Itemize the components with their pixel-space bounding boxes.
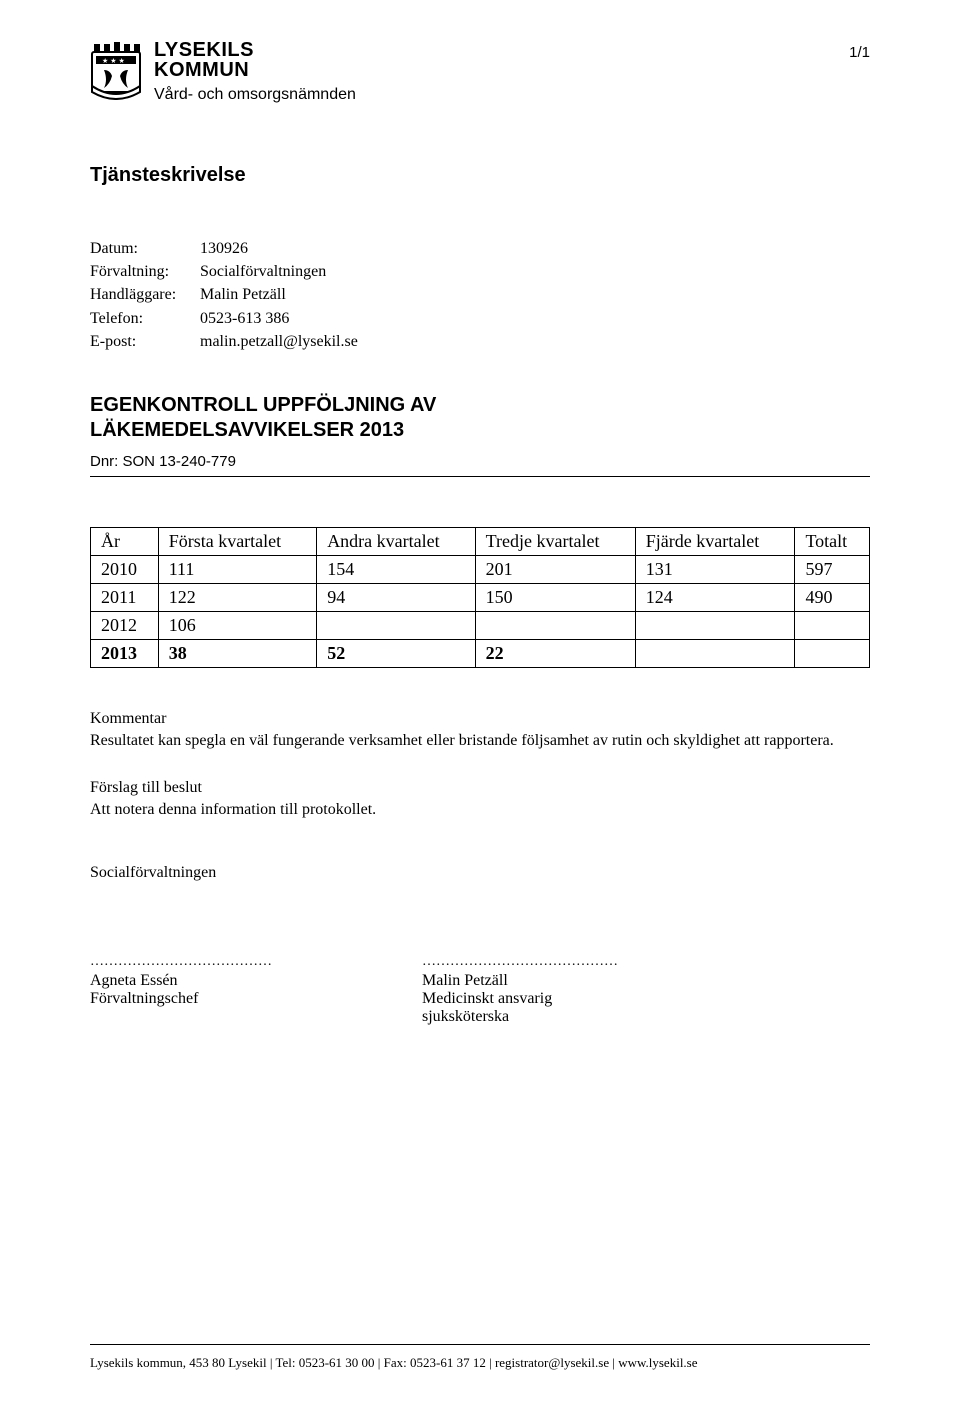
dots-right: …………………………………… [422,954,618,970]
sig-left-title: Förvaltningschef [90,990,272,1008]
signature-block: ………………………………… Agneta Essén Förvaltningsc… [90,954,870,1026]
col-3: Tredje kvartalet [475,527,635,555]
admin-label: Förvaltning: [90,260,200,283]
dots-left: ………………………………… [90,954,272,970]
meta-block: Datum: 130926 Förvaltning: Socialförvalt… [90,237,870,353]
col-4: Fjärde kvartalet [635,527,795,555]
department: Vård- och omsorgsnämnden [154,86,356,104]
sig-left-name: Agneta Essén [90,972,272,990]
footer: Lysekils kommun, 453 80 Lysekil | Tel: 0… [90,1344,870,1371]
crest-icon: ★ ★ ★ [90,40,142,100]
document-type: Tjänsteskrivelse [90,164,870,187]
admin-value: Socialförvaltningen [200,260,326,283]
email-value: malin.petzall@lysekil.se [200,330,358,353]
title-line1: EGENKONTROLL UPPFÖLJNING AV [90,394,436,416]
signature-right: …………………………………… Malin Petzäll Medicinskt … [422,954,618,1026]
phone-value: 0523-613 386 [200,307,289,330]
comment-body: Resultatet kan spegla en väl fungerande … [90,730,870,752]
date-value: 130926 [200,237,248,260]
table-row: 2010 111 154 201 131 597 [91,555,870,583]
page: ★ ★ ★ LYSEKILS KOMMUN Vård- och omsorgsn… [0,0,960,1401]
proposal-heading: Förslag till beslut [90,777,870,799]
header: ★ ★ ★ LYSEKILS KOMMUN Vård- och omsorgsn… [90,40,870,104]
data-table: År Första kvartalet Andra kvartalet Tred… [90,527,870,668]
col-5: Totalt [795,527,870,555]
signoff-dept: Socialförvaltningen [90,862,870,884]
sig-right-title1: Medicinskt ansvarig [422,990,618,1008]
org-name-line1: LYSEKILS [154,40,356,60]
logo-text: LYSEKILS KOMMUN Vård- och omsorgsnämnden [154,40,356,104]
dnr: Dnr: SON 13-240-779 [90,453,870,477]
table-header-row: År Första kvartalet Andra kvartalet Tred… [91,527,870,555]
comment-heading: Kommentar [90,708,870,730]
page-number: 1/1 [849,44,870,61]
signature-left: ………………………………… Agneta Essén Förvaltningsc… [90,954,272,1026]
date-label: Datum: [90,237,200,260]
svg-text:★ ★ ★: ★ ★ ★ [102,57,125,65]
logo-block: ★ ★ ★ LYSEKILS KOMMUN Vård- och omsorgsn… [90,40,356,104]
table-row: 2012 106 [91,611,870,639]
proposal-body: Att notera denna information till protok… [90,799,870,821]
sig-right-title2: sjuksköterska [422,1008,618,1026]
col-0: År [91,527,159,555]
phone-label: Telefon: [90,307,200,330]
col-2: Andra kvartalet [317,527,475,555]
org-name-line2: KOMMUN [154,60,356,80]
col-1: Första kvartalet [158,527,317,555]
email-label: E-post: [90,330,200,353]
sig-right-name: Malin Petzäll [422,972,618,990]
title: EGENKONTROLL UPPFÖLJNING AV LÄKEMEDELSAV… [90,393,870,443]
handler-label: Handläggare: [90,283,200,306]
handler-value: Malin Petzäll [200,283,286,306]
table-row: 2013 38 52 22 [91,639,870,667]
title-line2: LÄKEMEDELSAVVIKELSER 2013 [90,419,404,441]
proposal-section: Förslag till beslut Att notera denna inf… [90,777,870,822]
comment-section: Kommentar Resultatet kan spegla en väl f… [90,708,870,753]
table-row: 2011 122 94 150 124 490 [91,583,870,611]
